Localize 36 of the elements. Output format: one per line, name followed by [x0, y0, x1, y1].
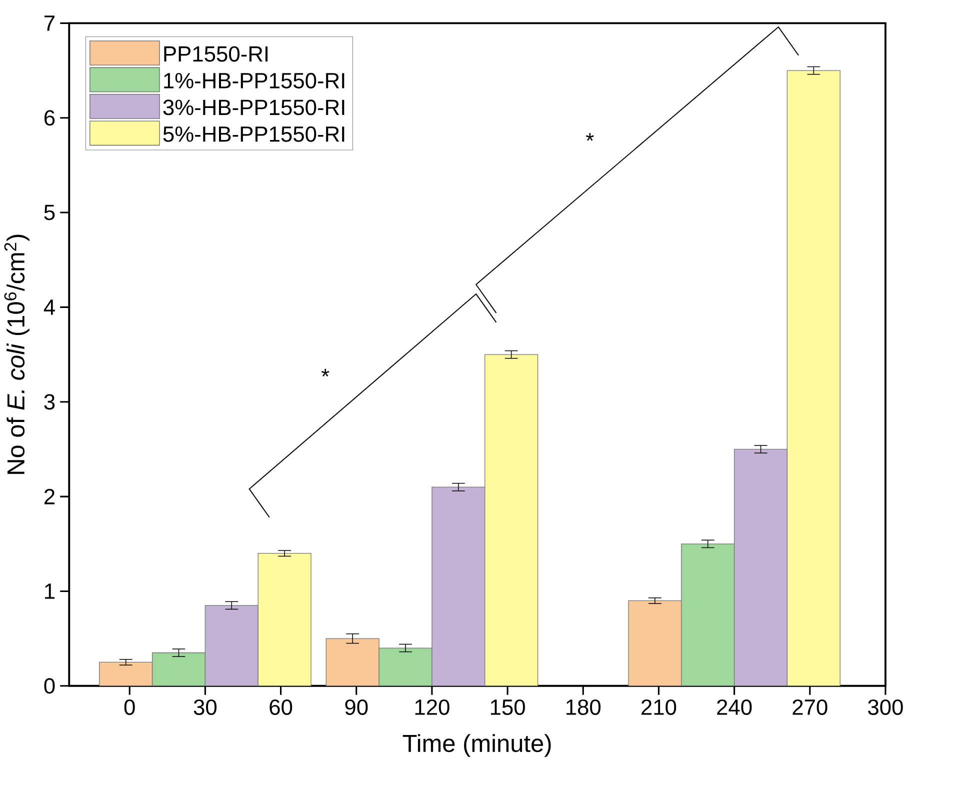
bar	[432, 486, 486, 686]
y-tick-label: 3	[44, 394, 55, 410]
y-tick-label: 6	[44, 110, 55, 126]
y-tick-label: 7	[44, 16, 54, 31]
bar	[152, 652, 206, 686]
x-tick-label: 30	[194, 699, 217, 715]
x-tick-label: 120	[415, 699, 450, 715]
bar	[786, 70, 840, 686]
x-tick-label: 180	[566, 699, 601, 715]
annotation: *	[586, 133, 594, 141]
x-tick-label: 60	[270, 699, 292, 715]
x-tick-label: 270	[792, 699, 828, 715]
legend-label: 1%-HB-PP1550-RI	[164, 72, 344, 88]
x-tick-label: 210	[642, 699, 676, 715]
y-tick-label: 5	[44, 204, 55, 220]
y-tick-label: 4	[44, 300, 55, 315]
y-tick-label: 1	[45, 584, 55, 599]
bar	[484, 354, 538, 686]
bar	[204, 605, 258, 686]
legend-label: 5%-HB-PP1550-RI	[163, 126, 344, 142]
x-tick-label: 0	[124, 699, 135, 715]
bar	[681, 544, 735, 686]
x-tick-label: 90	[345, 699, 368, 715]
legend-label: PP1550-RI	[164, 46, 268, 62]
bar	[734, 448, 788, 686]
bar	[378, 648, 432, 686]
y-axis-title: No of E. coli (10$^{6}$/cm$^{2}$)	[4, 234, 30, 474]
x-axis-title: Time (minute)	[402, 734, 551, 757]
y-tick-label: 2	[44, 488, 54, 504]
x-tick-label: 300	[868, 699, 903, 715]
x-tick-label: 150	[490, 699, 525, 715]
x-tick-label: 240	[717, 699, 752, 715]
y-tick-label: 0	[44, 678, 55, 694]
legend-label: 3%-HB-PP1550-RI	[163, 100, 344, 116]
annotation: *	[321, 368, 330, 376]
bar	[258, 552, 312, 686]
